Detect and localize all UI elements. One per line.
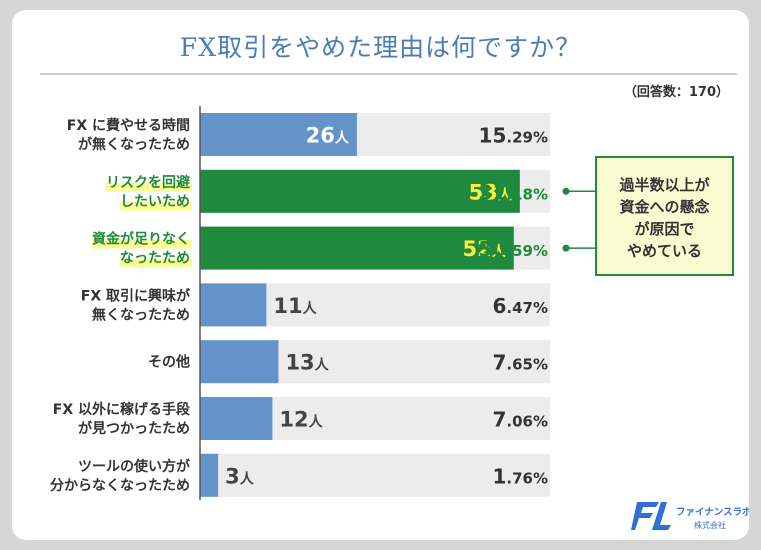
category-label: 無くなったため [92,306,190,323]
category-label: リスクを回避 [106,174,190,191]
category-label: が無くなったため [78,136,190,153]
callout-text: やめている [627,242,702,260]
respondent-count-note: （回答数：170） [623,85,729,100]
data-label: 13人 [285,351,329,375]
callout-text: が原因で [634,220,694,238]
percent-label: 7.65% [492,351,548,375]
percent-label: 30.59% [479,237,548,261]
brand-logo: ファイナンスラボ 株式会社 [631,502,749,530]
callout-text: 過半数以上が [618,176,710,194]
chart-title: FX取引をやめた理由は何ですか？ [179,33,582,62]
category-label: FX 取引に興味が [81,287,191,304]
percent-label: 31.18% [479,180,548,204]
brand-name: ファイナンスラボ [676,506,749,518]
percent-label: 15.29% [479,124,548,148]
fl-logo-icon [631,502,671,530]
percent-label: 6.47% [492,294,548,318]
bar [200,283,267,327]
label-highlight [120,258,192,268]
title-divider [40,73,737,75]
category-label: その他 [148,354,190,371]
label-highlight [120,201,192,211]
category-label: したいため [120,194,190,210]
data-label: 3人 [225,464,255,488]
percent-label: 7.06% [492,408,548,432]
category-label: ツールの使い方が [78,458,191,475]
data-label: 12人 [279,408,323,432]
category-label: 資金が足りなく [92,231,190,248]
data-label: 11人 [273,294,317,318]
callout-text: 資金への懸念 [619,198,709,216]
bar [200,397,273,440]
bar [200,453,219,497]
category-label: なったため [120,251,190,267]
label-highlight [106,182,192,192]
bar-track [200,453,550,497]
brand-sub: 株式会社 [694,520,726,530]
callout-box [595,156,734,276]
data-label: 52人 [463,237,507,261]
category-label: FX に費やせる時間 [67,117,190,134]
bar [200,113,357,156]
percent-label: 1.76% [492,464,548,488]
category-label: が見つかったため [78,420,190,437]
label-highlight [92,239,192,249]
data-label: 26人 [306,124,350,148]
category-label: FX 以外に稼げる手段 [53,401,190,418]
data-label: 53人 [469,180,513,204]
bar [200,226,514,270]
bar [200,340,279,384]
category-label: 分からなくなったため [50,478,190,494]
bar [200,169,520,213]
